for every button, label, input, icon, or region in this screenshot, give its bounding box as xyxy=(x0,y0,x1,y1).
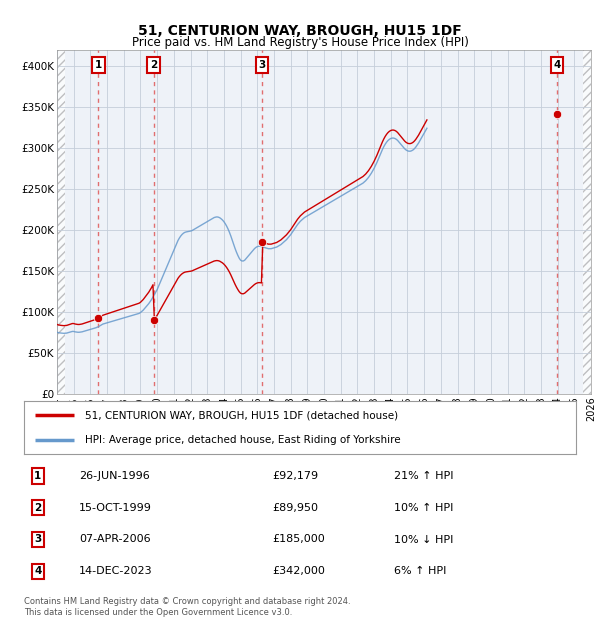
Text: £89,950: £89,950 xyxy=(272,503,319,513)
Text: HPI: Average price, detached house, East Riding of Yorkshire: HPI: Average price, detached house, East… xyxy=(85,435,400,445)
Text: Price paid vs. HM Land Registry's House Price Index (HPI): Price paid vs. HM Land Registry's House … xyxy=(131,36,469,48)
Text: 26-JUN-1996: 26-JUN-1996 xyxy=(79,471,150,481)
Bar xyxy=(57,50,65,394)
Text: 51, CENTURION WAY, BROUGH, HU15 1DF (detached house): 51, CENTURION WAY, BROUGH, HU15 1DF (det… xyxy=(85,410,398,420)
Text: 4: 4 xyxy=(553,60,560,70)
Text: £92,179: £92,179 xyxy=(272,471,319,481)
Text: 51, CENTURION WAY, BROUGH, HU15 1DF: 51, CENTURION WAY, BROUGH, HU15 1DF xyxy=(138,24,462,38)
Text: 6% ↑ HPI: 6% ↑ HPI xyxy=(394,566,446,576)
Text: 4: 4 xyxy=(34,566,41,576)
Bar xyxy=(583,50,591,394)
Text: Contains HM Land Registry data © Crown copyright and database right 2024.
This d: Contains HM Land Registry data © Crown c… xyxy=(24,598,350,617)
Text: 10% ↓ HPI: 10% ↓ HPI xyxy=(394,534,453,544)
Text: 07-APR-2006: 07-APR-2006 xyxy=(79,534,151,544)
Text: 1: 1 xyxy=(95,60,102,70)
Bar xyxy=(57,50,65,394)
Text: 3: 3 xyxy=(34,534,41,544)
Text: 21% ↑ HPI: 21% ↑ HPI xyxy=(394,471,454,481)
Text: 2: 2 xyxy=(150,60,157,70)
Text: 15-OCT-1999: 15-OCT-1999 xyxy=(79,503,152,513)
Text: £342,000: £342,000 xyxy=(272,566,325,576)
Text: 1: 1 xyxy=(34,471,41,481)
Text: 10% ↑ HPI: 10% ↑ HPI xyxy=(394,503,453,513)
Bar xyxy=(583,50,591,394)
Text: 3: 3 xyxy=(258,60,265,70)
Text: 2: 2 xyxy=(34,503,41,513)
Text: £185,000: £185,000 xyxy=(272,534,325,544)
Text: 14-DEC-2023: 14-DEC-2023 xyxy=(79,566,153,576)
